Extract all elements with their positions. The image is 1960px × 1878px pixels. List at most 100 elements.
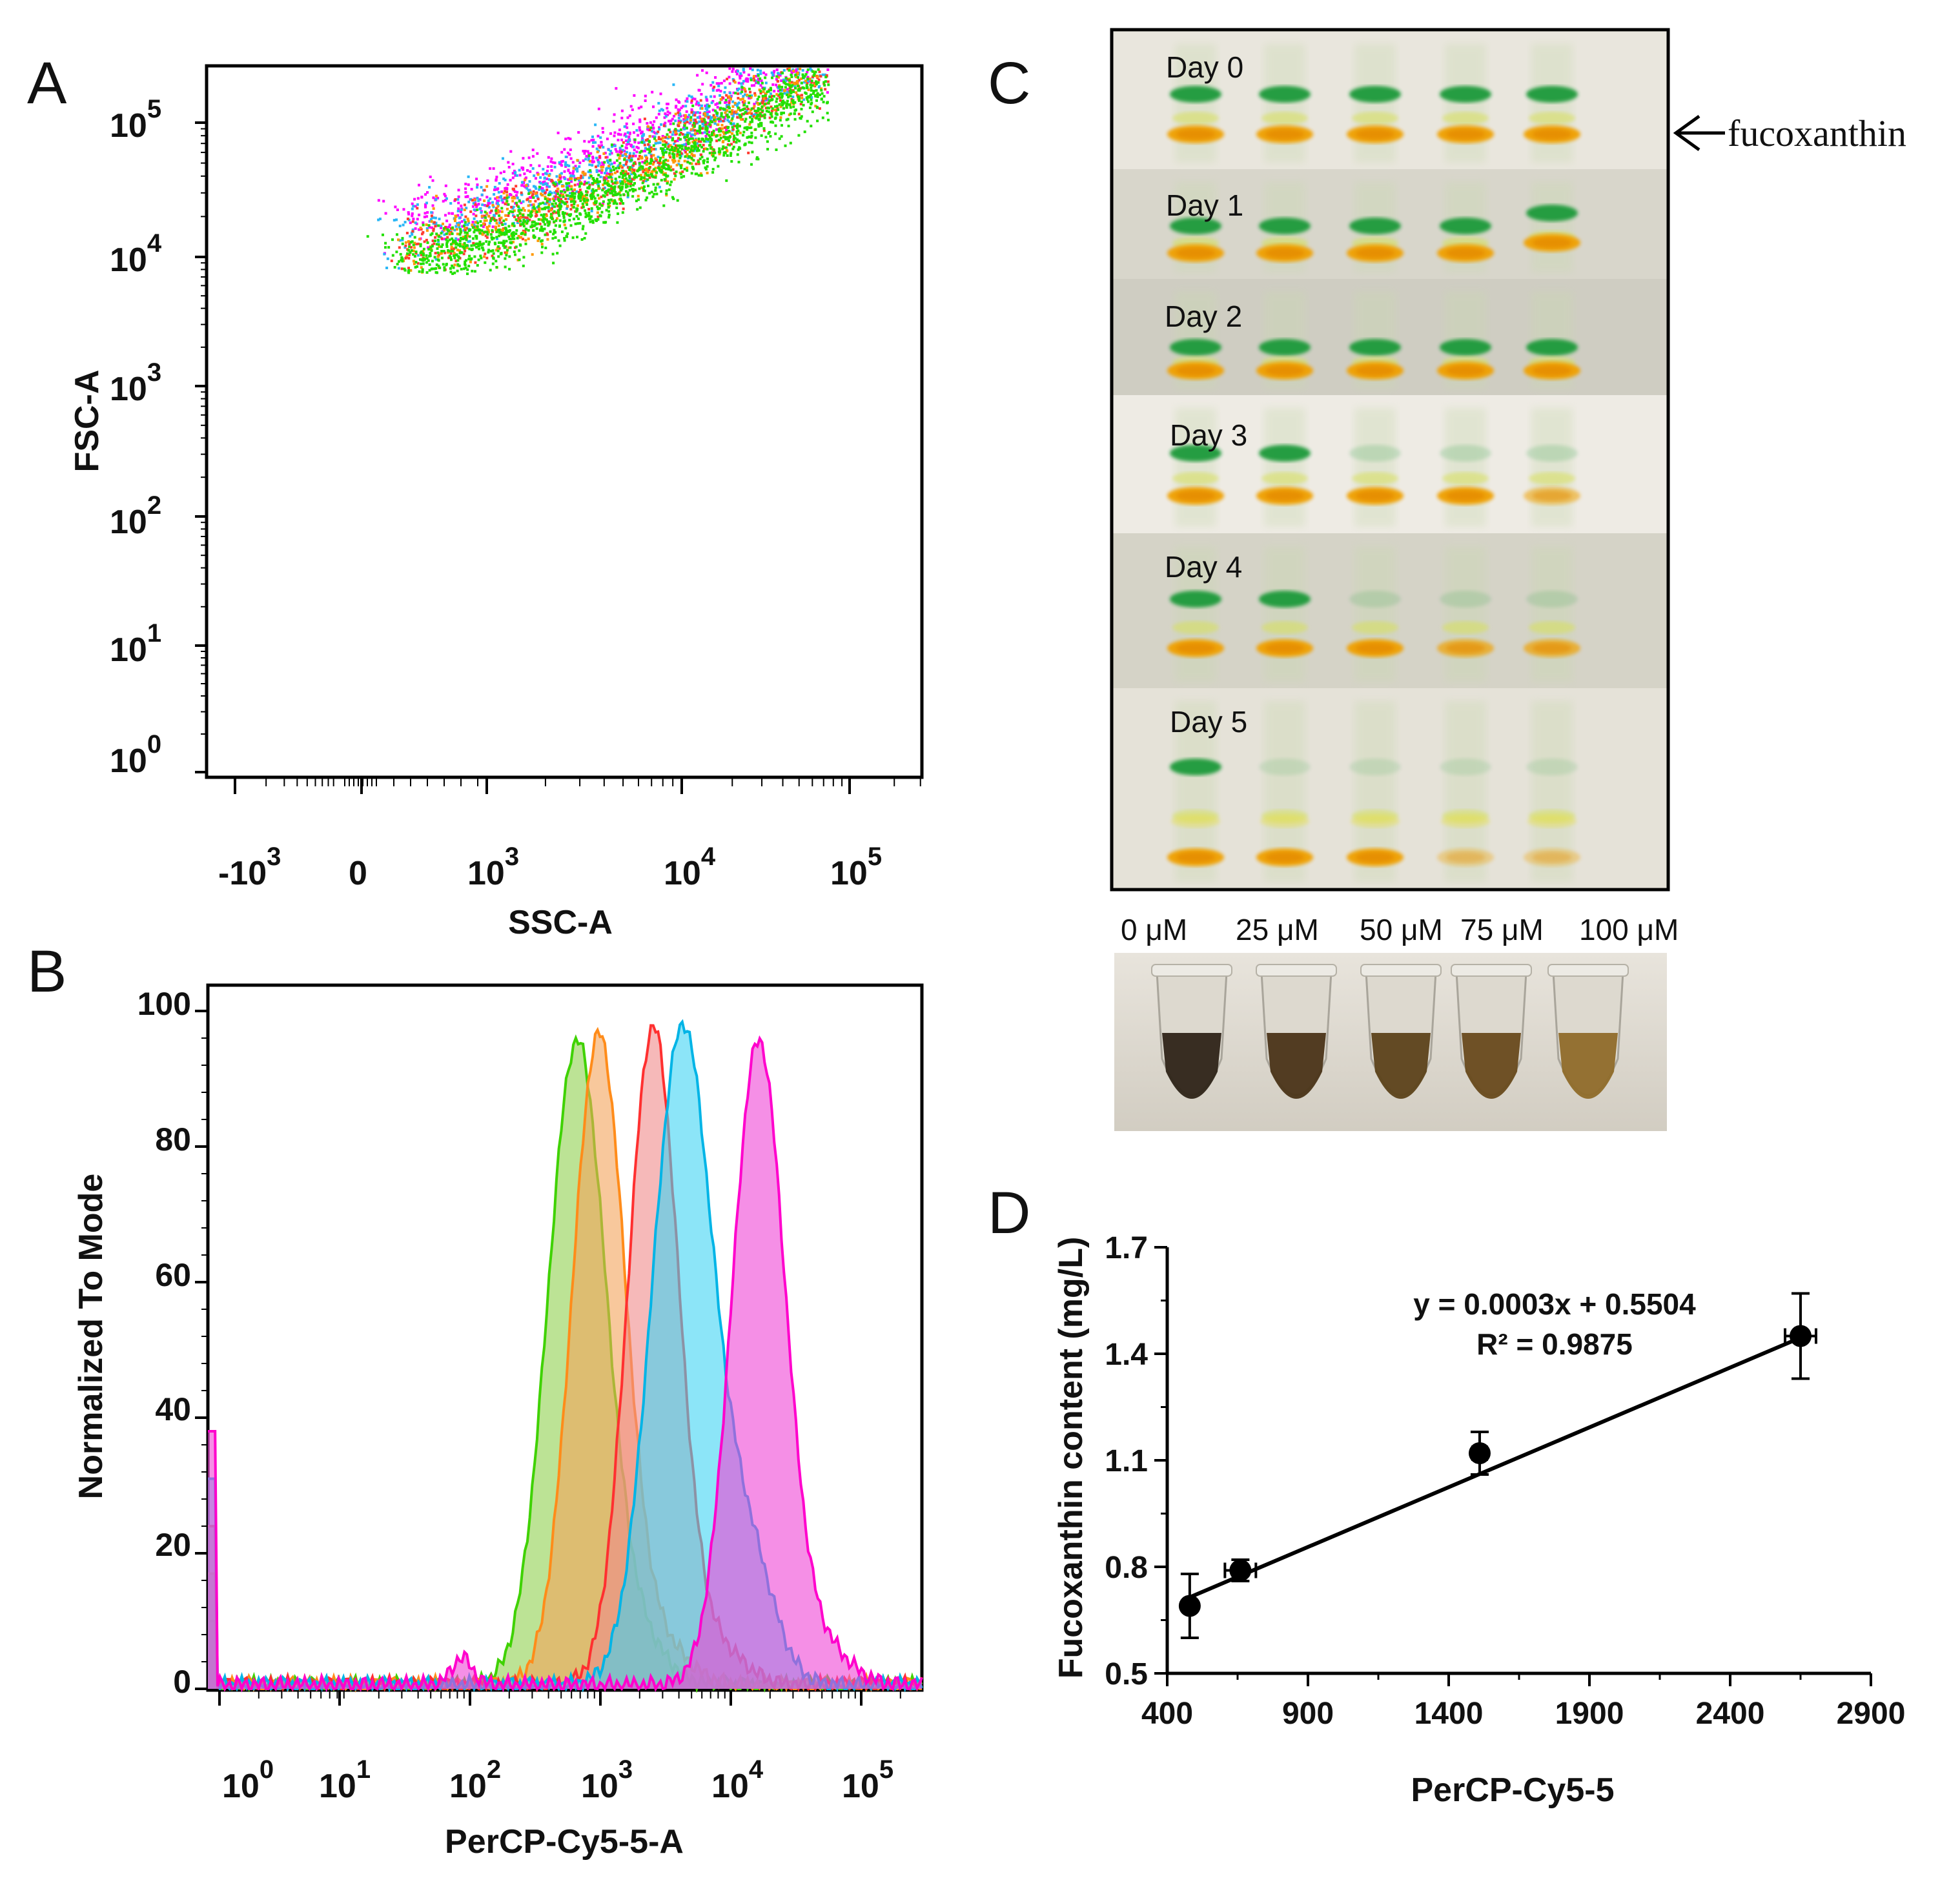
scatter-event: [644, 99, 647, 102]
scatter-event: [488, 225, 491, 227]
scatter-event: [625, 163, 628, 166]
tlc-chlorophyll-spot: [1349, 339, 1401, 356]
scatter-event: [713, 86, 715, 88]
scatter-event: [540, 225, 543, 228]
scatter-event: [416, 207, 418, 210]
scatter-event: [725, 129, 728, 132]
scatter-event: [764, 117, 766, 119]
scatter-event: [476, 209, 478, 211]
scatter-event: [438, 259, 440, 261]
scatter-event: [456, 232, 459, 235]
scatter-event: [645, 169, 648, 172]
scatter-event: [584, 232, 587, 235]
scatter-event: [754, 136, 757, 139]
scatter-event: [563, 216, 566, 219]
scatter-event: [473, 231, 475, 234]
scatter-event: [459, 245, 462, 247]
scatter-event: [458, 196, 460, 198]
scatter-event: [684, 105, 687, 107]
scatter-event: [626, 123, 628, 125]
scatter-event: [425, 201, 428, 204]
scatter-event: [515, 229, 518, 232]
scatter-event: [443, 266, 445, 269]
scatter-event: [594, 123, 597, 126]
scatter-event: [555, 202, 557, 205]
scatter-event: [688, 95, 690, 97]
scatter-event: [710, 138, 713, 141]
scatter-event: [731, 126, 734, 128]
scatter-event: [776, 97, 779, 100]
scatter-event: [745, 80, 748, 83]
scatter-event: [680, 128, 682, 131]
scatter-event: [404, 221, 407, 223]
scatter-event: [726, 77, 728, 80]
scatter-event: [629, 180, 631, 183]
scatter-event: [466, 244, 469, 247]
scatter-event: [638, 107, 640, 110]
scatter-event: [679, 157, 681, 159]
scatter-event: [515, 185, 517, 187]
scatter-event: [618, 128, 621, 131]
tlc-fucoxanthin-core: [1176, 365, 1215, 376]
scatter-event: [550, 160, 553, 163]
scatter-event: [633, 131, 635, 134]
scatter-event: [536, 210, 538, 213]
scatter-event: [646, 122, 648, 125]
scatter-event: [693, 122, 695, 125]
scatter-event: [762, 72, 765, 74]
scatter-event: [538, 165, 541, 167]
scatter-event: [722, 154, 725, 157]
scatter-event: [378, 199, 380, 201]
scatter-event: [564, 170, 566, 173]
scatter-event: [753, 79, 755, 82]
scatter-event: [558, 174, 561, 177]
scatter-event: [549, 209, 552, 211]
scatter-event: [414, 227, 417, 230]
scatter-event: [481, 215, 484, 218]
scatter-event: [751, 107, 753, 110]
scatter-event: [619, 202, 622, 205]
scatter-event: [427, 241, 429, 244]
tlc-lane-streak: [1531, 182, 1573, 272]
scatter-event: [475, 178, 478, 180]
scatter-event: [812, 70, 814, 73]
scatter-event: [570, 185, 573, 188]
scatter-event: [524, 216, 527, 219]
scatter-event: [697, 102, 700, 105]
scatter-event: [514, 172, 516, 174]
scatter-event: [637, 147, 640, 149]
scatter-event: [714, 122, 717, 125]
scatter-event: [495, 236, 498, 238]
scatter-event: [397, 238, 400, 241]
scatter-event: [709, 147, 712, 150]
scatter-event: [776, 113, 779, 116]
scatter-event: [597, 135, 600, 138]
scatter-event: [638, 129, 641, 132]
scatter-event: [548, 185, 551, 188]
scatter-event: [447, 240, 449, 243]
scatter-event: [416, 218, 419, 220]
scatter-event: [446, 236, 449, 239]
scatter-event: [776, 68, 779, 71]
scatter-event: [751, 135, 753, 138]
day-label: Day 2: [1165, 300, 1242, 333]
scatter-event: [498, 214, 500, 217]
scatter-event: [527, 192, 530, 195]
scatter-event: [418, 184, 420, 187]
scatter-event: [539, 202, 542, 205]
scatter-event: [555, 224, 557, 227]
scatter-event: [702, 162, 705, 165]
scatter-event: [606, 174, 608, 177]
scatter-event: [607, 165, 610, 167]
scatter-event: [509, 247, 512, 249]
scatter-event: [777, 108, 779, 111]
scatter-event: [553, 199, 555, 202]
scatter-event: [484, 210, 487, 213]
scatter-event: [653, 183, 655, 186]
scatter-event: [726, 131, 729, 134]
scatter-event: [562, 201, 565, 204]
scatter-event: [437, 239, 440, 241]
scatter-event: [484, 261, 486, 264]
x-tick-label: 1400: [1414, 1697, 1484, 1731]
scatter-event: [700, 117, 703, 120]
